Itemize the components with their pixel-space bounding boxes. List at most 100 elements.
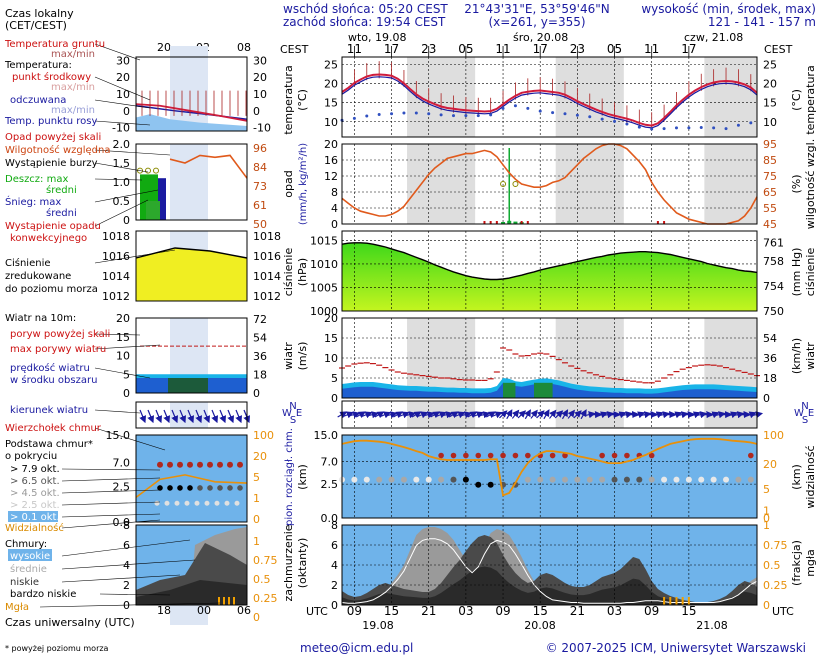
hour-label-local: 11 xyxy=(347,42,362,56)
legend-top-dot xyxy=(187,461,193,468)
tick-l: 2.5 xyxy=(321,478,339,491)
legend-base-dot xyxy=(174,500,180,506)
legend-top-dot xyxy=(197,461,203,468)
cloud-top-dot xyxy=(748,452,754,459)
tick-r: 0 xyxy=(763,512,770,525)
legend-leader xyxy=(94,120,151,126)
tick-r: 0.75 xyxy=(763,539,788,552)
legend-fog-bar xyxy=(223,597,225,605)
legend-cloud-base: Podstawa chmur* xyxy=(5,439,93,450)
wind-direction-arrow xyxy=(597,411,608,419)
tick-l: 6 xyxy=(331,539,338,552)
legend-tick: 0.75 xyxy=(253,554,278,567)
legend-top-dot xyxy=(227,461,233,468)
fog-bar xyxy=(681,597,684,605)
day-local-1: wto, 19.08 xyxy=(348,31,407,44)
wind-direction-arrow xyxy=(714,411,726,419)
legend-leader xyxy=(94,43,141,61)
wind-right-label: wiatr xyxy=(804,342,817,370)
legend-top-dot xyxy=(177,461,183,468)
wind-direction-arrow xyxy=(690,411,701,419)
legend-base-dot xyxy=(224,500,230,506)
panel-frame xyxy=(341,143,758,225)
hour-label-local: 05 xyxy=(607,42,622,56)
elev-values: 121 - 141 - 157 m xyxy=(708,15,816,29)
wind-direction-arrow xyxy=(721,410,733,419)
legend-leader xyxy=(94,333,141,336)
wind-direction-arrow xyxy=(423,411,435,419)
legend-tick: 1012 xyxy=(102,290,130,303)
cloud-base-dot xyxy=(388,476,395,483)
legend-gust-max: max porywy wiatru xyxy=(10,344,106,355)
legend-panel-frame xyxy=(135,317,248,394)
tick-r: 36 xyxy=(763,352,777,365)
compass-s-left: S xyxy=(290,415,296,426)
legend-leader xyxy=(94,76,151,101)
cloud-base-dot xyxy=(363,476,370,483)
wind-direction-arrow xyxy=(374,411,385,419)
utc-caption: Czas uniwersalny (UTC) xyxy=(5,616,135,629)
tick-r: 0.5 xyxy=(763,559,781,572)
email-link[interactable]: meteo@icm.edu.pl xyxy=(300,641,413,655)
hour-label-local: 11 xyxy=(495,42,510,56)
dew-point-dot xyxy=(464,114,468,118)
legend-top-dot xyxy=(157,461,163,468)
legend-dir-arrow xyxy=(171,409,179,424)
tick-r: 65 xyxy=(763,186,777,199)
pressure-area xyxy=(342,242,757,311)
legend-temp-label: Temperatura: xyxy=(4,60,72,71)
cloud-base-dot xyxy=(747,476,754,483)
legend-pressure-1: Ciśnienie xyxy=(5,257,51,269)
cloud-top-dot xyxy=(475,452,482,459)
tick-l: 15.0 xyxy=(314,429,339,442)
panel-frame xyxy=(341,400,758,429)
wind-direction-arrow xyxy=(702,410,714,419)
cloud-base-dot xyxy=(648,476,655,483)
conv-marker xyxy=(483,221,486,224)
legend-tick: 96 xyxy=(253,142,267,155)
legend-base-dot xyxy=(164,500,170,506)
tick-r: 55 xyxy=(763,202,777,215)
tick-r: 758 xyxy=(763,255,784,268)
legend-leader xyxy=(61,513,161,518)
legend-storm: Wystąpienie burzy xyxy=(5,158,98,169)
compass-w-right: W xyxy=(794,408,804,419)
legend-tick: 15 xyxy=(116,331,130,344)
cloud-base-dot xyxy=(710,476,717,483)
legend-tick: 0.0 xyxy=(113,516,131,529)
legend-tick: 73 xyxy=(253,180,267,193)
legend-tick: 1012 xyxy=(253,290,281,303)
cloud-base-dot xyxy=(623,476,630,483)
storm-marker xyxy=(512,181,519,187)
wind-direction-arrow xyxy=(652,411,664,419)
legend-fog-bar xyxy=(218,597,220,605)
wind-direction-arrow xyxy=(361,411,373,419)
legend-base-dot xyxy=(237,485,243,491)
legend-leader xyxy=(94,367,151,379)
legend-temp-felt: odczuwana xyxy=(10,95,66,106)
hour-label-local: 11 xyxy=(644,42,659,56)
cloud-base-dot xyxy=(425,476,432,483)
dew-point-dot xyxy=(736,123,740,127)
wind-direction-arrow xyxy=(479,411,491,419)
wind-direction-arrow xyxy=(567,409,575,419)
legend-tick: 1.5 xyxy=(113,157,131,170)
legend-base-dot xyxy=(154,500,160,506)
legend-top-dot xyxy=(207,461,213,468)
dew-point-dot xyxy=(526,106,530,110)
tick-r: 754 xyxy=(763,280,784,293)
wind-direction-arrow xyxy=(436,411,447,419)
tick-l: 10 xyxy=(324,352,338,365)
legend-dir-arrow xyxy=(163,409,171,424)
legend-snow: Śnieg: max xyxy=(5,195,61,208)
legend-tick: 0 xyxy=(123,214,130,227)
temp-left-label: temperatura xyxy=(282,65,295,134)
cloudcover-left-label: zachmurzenie xyxy=(282,524,295,601)
fog-right-label: mgła xyxy=(804,549,817,577)
visibility-right-unit: (km) xyxy=(790,464,803,490)
legend-pressure-3: do poziomu morza xyxy=(5,284,98,295)
wind-direction-arrow xyxy=(454,411,466,419)
cloud-base-dot xyxy=(611,476,618,483)
legend-rh-line xyxy=(169,154,248,179)
legend-low: niskie xyxy=(10,577,39,588)
